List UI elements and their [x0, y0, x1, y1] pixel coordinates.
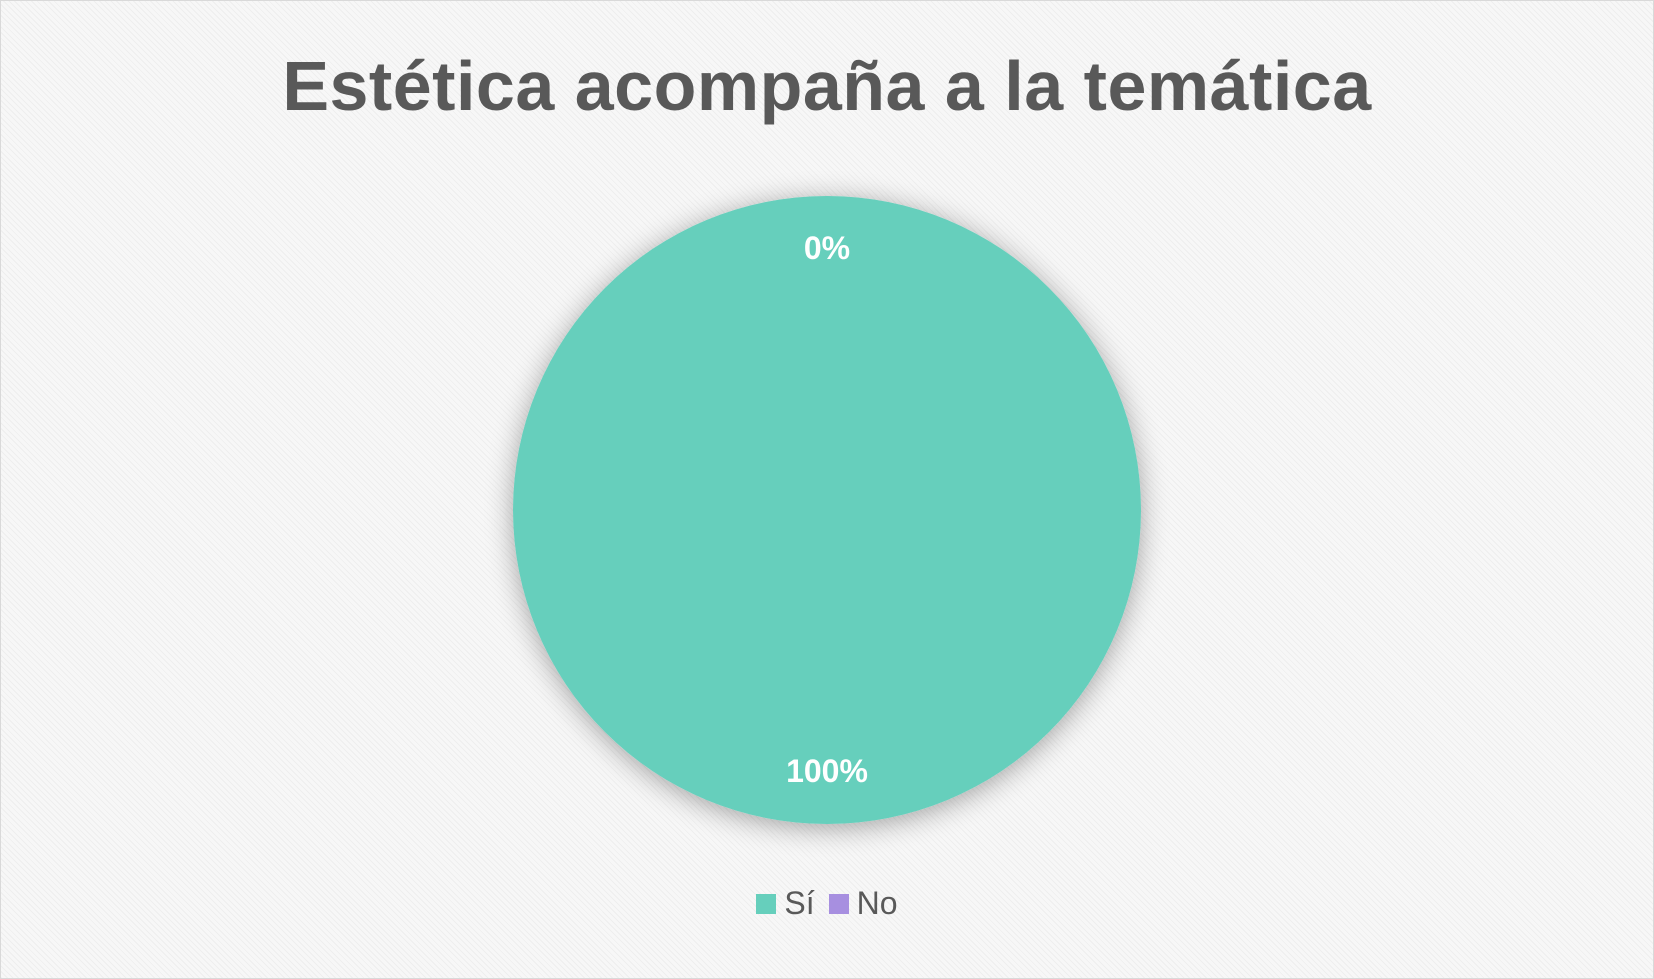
legend-item-no: No: [828, 885, 898, 922]
legend-label-si: Sí: [784, 885, 815, 921]
legend-swatch-si: [756, 893, 777, 914]
chart-title: Estética acompaña a la temática: [282, 47, 1372, 125]
legend: Sí No: [1, 885, 1653, 922]
data-label-no: 0%: [804, 230, 850, 266]
data-label-si: 100%: [786, 753, 868, 789]
legend-label-no: No: [856, 885, 898, 921]
pie-slice-si: [513, 196, 1141, 824]
legend-item-si: Sí: [756, 885, 815, 922]
legend-swatch-no: [828, 893, 849, 914]
